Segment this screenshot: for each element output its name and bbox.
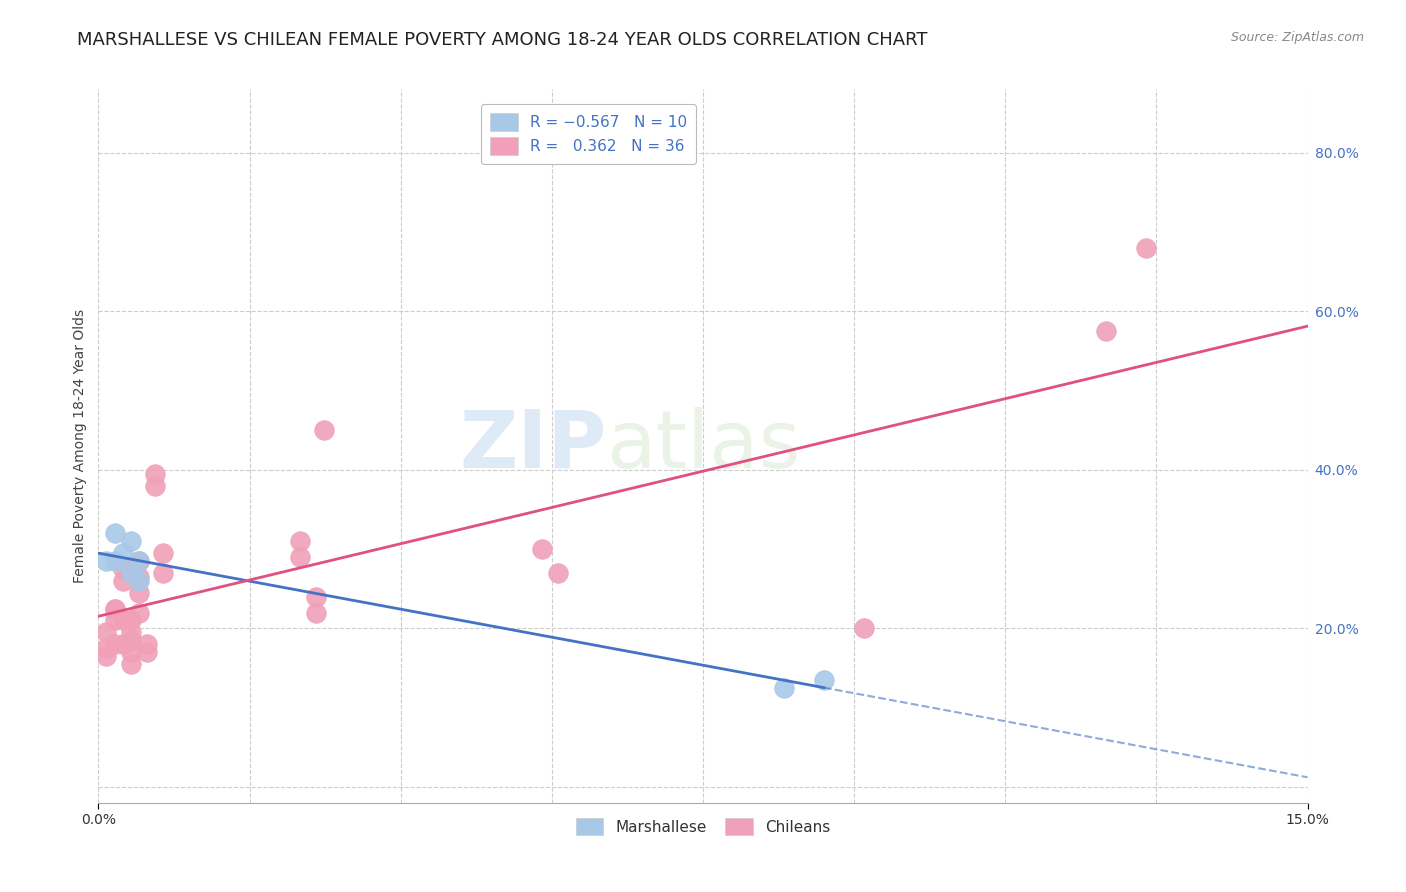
- Point: [120, 566, 142, 580]
- Point: [547, 566, 569, 580]
- Point: [128, 570, 150, 584]
- Point: [813, 673, 835, 687]
- Point: [103, 601, 125, 615]
- Point: [772, 681, 794, 695]
- Point: [128, 554, 150, 568]
- Point: [143, 467, 166, 481]
- Point: [96, 641, 118, 656]
- Point: [128, 554, 150, 568]
- Point: [305, 606, 328, 620]
- Point: [96, 554, 118, 568]
- Point: [288, 549, 311, 564]
- Point: [111, 562, 134, 576]
- Point: [120, 614, 142, 628]
- Text: MARSHALLESE VS CHILEAN FEMALE POVERTY AMONG 18-24 YEAR OLDS CORRELATION CHART: MARSHALLESE VS CHILEAN FEMALE POVERTY AM…: [77, 31, 928, 49]
- Point: [128, 606, 150, 620]
- Point: [120, 633, 142, 648]
- Point: [96, 649, 118, 664]
- Point: [135, 637, 157, 651]
- Text: ZIP: ZIP: [458, 407, 606, 485]
- Point: [1135, 241, 1157, 255]
- Point: [111, 546, 134, 560]
- Text: atlas: atlas: [606, 407, 800, 485]
- Point: [128, 585, 150, 599]
- Point: [305, 590, 328, 604]
- Point: [103, 614, 125, 628]
- Point: [1095, 324, 1118, 338]
- Point: [128, 574, 150, 588]
- Point: [288, 534, 311, 549]
- Legend: Marshallese, Chileans: Marshallese, Chileans: [569, 812, 837, 841]
- Y-axis label: Female Poverty Among 18-24 Year Olds: Female Poverty Among 18-24 Year Olds: [73, 309, 87, 583]
- Point: [103, 526, 125, 541]
- Point: [120, 657, 142, 671]
- Point: [135, 645, 157, 659]
- Point: [143, 478, 166, 492]
- Point: [853, 621, 876, 635]
- Point: [120, 645, 142, 659]
- Point: [120, 534, 142, 549]
- Point: [96, 625, 118, 640]
- Point: [111, 614, 134, 628]
- Point: [103, 554, 125, 568]
- Point: [103, 601, 125, 615]
- Text: Source: ZipAtlas.com: Source: ZipAtlas.com: [1230, 31, 1364, 45]
- Point: [111, 637, 134, 651]
- Point: [103, 637, 125, 651]
- Point: [152, 546, 174, 560]
- Point: [530, 542, 553, 557]
- Point: [314, 423, 336, 437]
- Point: [120, 625, 142, 640]
- Point: [152, 566, 174, 580]
- Point: [111, 574, 134, 588]
